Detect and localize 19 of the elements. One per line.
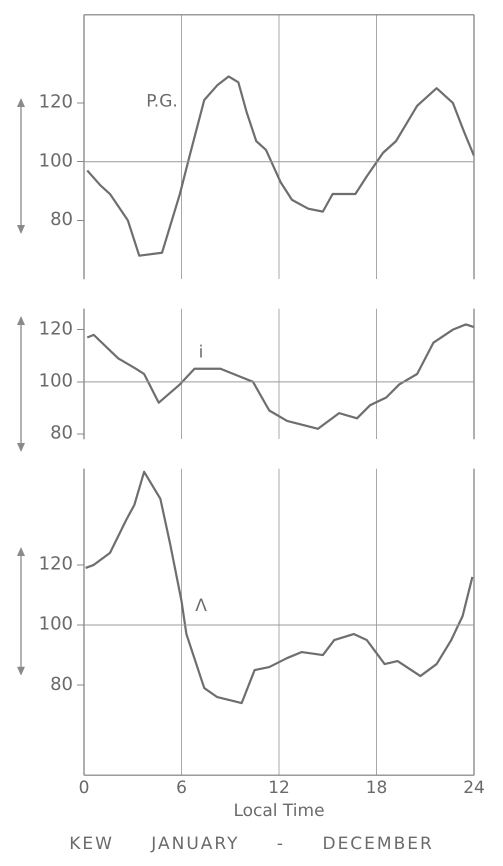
x-tick-label: 0: [78, 778, 90, 798]
x-tick-label: 6: [176, 778, 187, 798]
y-tick-label: 120: [38, 554, 73, 575]
annotation: i: [198, 342, 204, 363]
x-tick-label: 18: [366, 778, 388, 798]
annotation: Λ: [195, 596, 208, 616]
x-tick-label: 12: [268, 778, 290, 798]
x-axis-title: Local Time: [233, 801, 325, 822]
y-tick-label: 80: [50, 209, 73, 230]
y-tick-label: 120: [38, 318, 73, 340]
x-tick-label: 24: [463, 778, 485, 798]
annotation: P.G.: [146, 91, 178, 112]
y-tick-label: 100: [38, 614, 73, 635]
y-tick-label: 100: [38, 150, 73, 172]
y-tick-label: 80: [50, 422, 73, 444]
text: KEW JANUARY - DECEMBER: [68, 834, 435, 854]
y-tick-label: 80: [50, 674, 73, 695]
y-tick-label: 120: [38, 92, 73, 113]
y-tick-label: 100: [38, 370, 73, 392]
